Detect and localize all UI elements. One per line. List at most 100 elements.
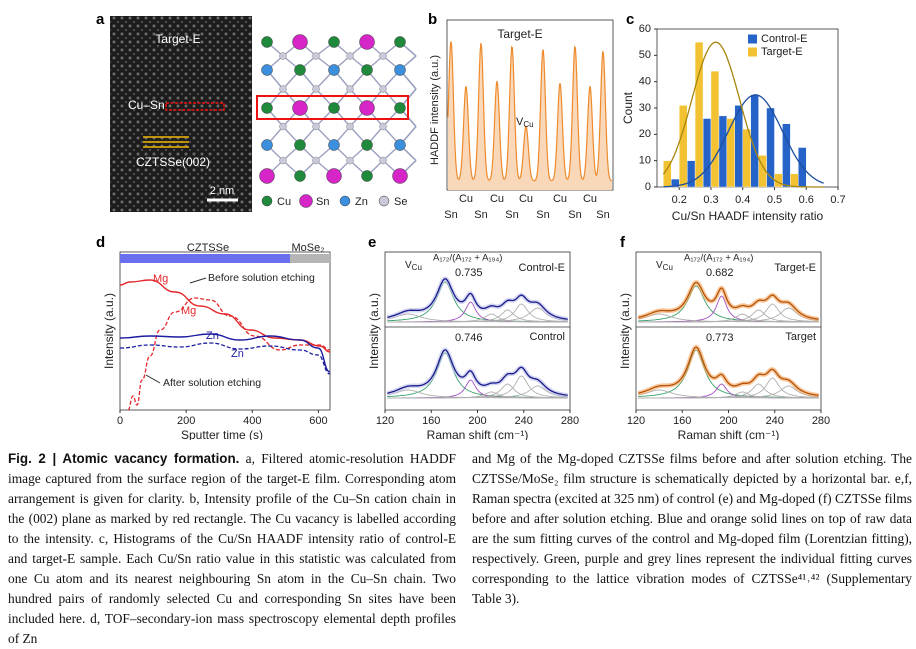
x-tick-label: 280 bbox=[812, 415, 830, 427]
legend-label: Se bbox=[394, 196, 407, 208]
y-tick-label: 50 bbox=[639, 49, 651, 61]
atom bbox=[279, 122, 287, 131]
sample-name: Control bbox=[530, 331, 565, 343]
atom bbox=[312, 156, 320, 165]
atom bbox=[346, 122, 354, 131]
y-tick-label: 10 bbox=[639, 155, 651, 167]
bar bbox=[718, 115, 728, 188]
curve-label: Mg bbox=[153, 273, 168, 285]
raw-data bbox=[637, 280, 819, 322]
sample-name: Target bbox=[785, 331, 816, 343]
x-tick-label: 240 bbox=[515, 415, 533, 427]
x-tick-label: 280 bbox=[561, 415, 579, 427]
atom bbox=[361, 139, 373, 151]
y-axis-label: Intensity (a.u.) bbox=[618, 293, 632, 369]
atom bbox=[294, 170, 306, 182]
atom bbox=[328, 64, 340, 76]
fit-component bbox=[638, 385, 819, 399]
site-label: Cu bbox=[553, 193, 567, 205]
y-tick-label: 20 bbox=[639, 128, 651, 140]
annotation: Before solution etching bbox=[208, 272, 315, 284]
x-axis-label: Sputter time (s) bbox=[181, 428, 263, 440]
atom bbox=[261, 36, 273, 48]
atom bbox=[394, 36, 406, 48]
site-label: Sn bbox=[596, 209, 609, 221]
site-label: Cu bbox=[459, 193, 473, 205]
raman-spectra: 120 160 200 240 280 Raman shift (cm⁻¹) Intensi… bbox=[618, 251, 830, 440]
fit-component bbox=[638, 349, 819, 399]
fit-curve bbox=[663, 94, 824, 188]
bar bbox=[782, 123, 791, 188]
atom bbox=[326, 168, 342, 184]
vacancy-main: V bbox=[516, 116, 524, 128]
y-tick-label: 40 bbox=[639, 76, 651, 88]
sample-name: Target-E bbox=[774, 262, 816, 274]
mg-before bbox=[119, 279, 331, 353]
zn-before bbox=[119, 333, 331, 373]
atom bbox=[359, 34, 375, 50]
vacancy-sub: Cu bbox=[412, 263, 422, 272]
caption-column: Fig. 2 | Atomic vacancy formation. a, Fi… bbox=[8, 449, 456, 649]
panel-label: f bbox=[620, 234, 626, 251]
ratio: 0.682 bbox=[706, 267, 734, 279]
site-label: Sn bbox=[474, 209, 487, 221]
x-axis-label: Raman shift (cm⁻¹) bbox=[678, 428, 780, 440]
x-tick-label: 400 bbox=[243, 415, 261, 427]
page: a Target-E Cu–Sn CZTSSe(002) 2 nm Cu Sn Zn… bbox=[8, 10, 912, 646]
ratio: 0.773 bbox=[706, 332, 734, 344]
x-tick-label: 120 bbox=[627, 415, 645, 427]
legend-label: Control-E bbox=[761, 33, 807, 45]
atom bbox=[392, 168, 408, 184]
layer-bar bbox=[120, 254, 290, 263]
caption-column: and Mg of the Mg-doped CZTSSe films befo… bbox=[472, 449, 912, 609]
y-tick-label: 0 bbox=[645, 181, 651, 193]
legend-swatch bbox=[339, 195, 351, 207]
formula: A₁₇₂/(A₁₇₂ + A₁₉₄) bbox=[684, 253, 753, 264]
atom bbox=[379, 85, 387, 93]
layer-label: MoSe₂ bbox=[291, 242, 324, 254]
atom bbox=[279, 156, 287, 165]
chain-box bbox=[165, 102, 225, 111]
x-tick-label: 240 bbox=[766, 415, 784, 427]
fit-curve bbox=[662, 41, 824, 188]
fit-sum bbox=[638, 281, 819, 320]
atom bbox=[361, 64, 373, 76]
legend-label: Sn bbox=[316, 196, 329, 208]
site-label: Sn bbox=[444, 209, 457, 221]
mg-after bbox=[127, 297, 331, 411]
atom bbox=[328, 36, 340, 48]
bar bbox=[790, 173, 799, 188]
vacancy-label: VCu bbox=[405, 260, 422, 272]
x-axis-label: Raman shift (cm⁻¹) bbox=[427, 428, 529, 440]
atom bbox=[259, 168, 275, 184]
ratio: 0.746 bbox=[455, 332, 483, 344]
scale-label: 2 nm bbox=[210, 185, 234, 197]
y-axis-label: HADDF intensity (a.u.) bbox=[429, 55, 441, 165]
atom bbox=[312, 52, 320, 60]
vacancy-main: V bbox=[405, 260, 412, 271]
x-tick-label: 0.3 bbox=[703, 194, 718, 206]
x-tick-label: 160 bbox=[422, 415, 440, 427]
caption-text: a, Filtered atomic-resolution HADDF imag… bbox=[8, 451, 456, 646]
legend-label: Zn bbox=[355, 196, 368, 208]
atom bbox=[261, 102, 273, 114]
layer-bar bbox=[290, 254, 330, 263]
site-label: Cu bbox=[490, 193, 504, 205]
legend-label: Target-E bbox=[761, 46, 803, 58]
zn-after bbox=[119, 342, 331, 375]
atom bbox=[379, 122, 387, 131]
atom bbox=[346, 156, 354, 165]
site-label: Sn bbox=[536, 209, 549, 221]
y-axis-label: Count bbox=[621, 91, 635, 124]
bar bbox=[694, 41, 704, 188]
y-axis-label: Intensity (a.u.) bbox=[102, 293, 116, 369]
atom-model: Cu Sn Zn Se bbox=[259, 34, 417, 208]
atom bbox=[346, 52, 354, 60]
site-label: Sn bbox=[505, 209, 518, 221]
chain-label: Cu–Sn bbox=[128, 98, 165, 112]
panel-label: d bbox=[96, 234, 105, 251]
fit-sum bbox=[638, 346, 819, 396]
figure: a Target-E Cu–Sn CZTSSe(002) 2 nm Cu Sn Zn… bbox=[96, 11, 846, 440]
atom bbox=[261, 64, 273, 76]
